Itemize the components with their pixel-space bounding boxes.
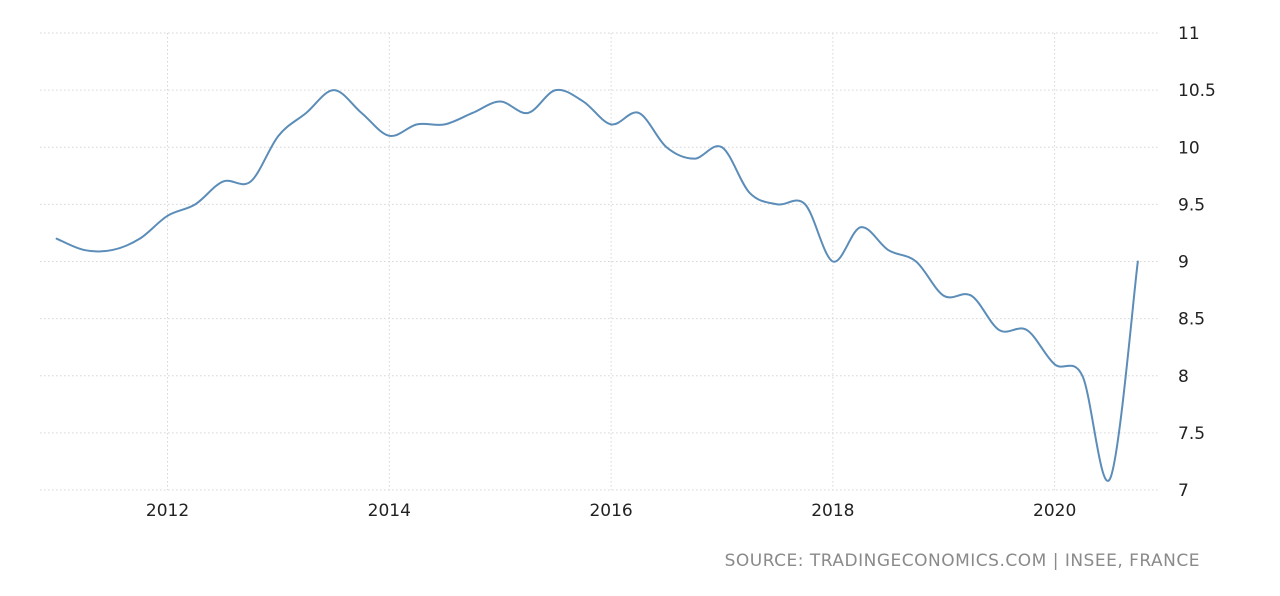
series-line [55,88,1139,482]
y-axis-ticks: 7 7.5 8 8.5 9 9.5 10 10.5 11 [1178,24,1216,501]
y-tick-label: 7 [1178,481,1189,501]
y-tick-label: 9 [1178,253,1189,273]
chart-series [55,88,1139,482]
x-axis-ticks: 2012 2014 2016 2018 2020 [146,501,1076,521]
x-tick-label: 2016 [589,501,632,521]
y-tick-label: 11 [1178,24,1200,44]
source-caption: SOURCE: TRADINGECONOMICS.COM | INSEE, FR… [724,551,1200,571]
y-tick-label: 8 [1178,367,1189,387]
y-tick-label: 8.5 [1178,310,1205,330]
x-tick-label: 2012 [146,501,189,521]
x-tick-label: 2020 [1033,501,1076,521]
chart-grid [40,32,1160,491]
y-tick-label: 10 [1178,138,1200,158]
y-tick-label: 9.5 [1178,195,1205,215]
x-tick-label: 2018 [811,501,854,521]
y-tick-label: 7.5 [1178,424,1205,444]
y-tick-label: 10.5 [1178,81,1216,101]
x-tick-label: 2014 [368,501,411,521]
